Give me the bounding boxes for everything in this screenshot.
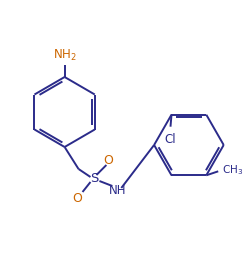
Text: O: O [73,191,82,205]
Text: CH$_3$: CH$_3$ [222,163,244,177]
Text: NH$_2$: NH$_2$ [53,48,76,63]
Text: S: S [90,172,99,186]
Text: NH: NH [109,183,126,197]
Text: Cl: Cl [165,133,176,146]
Text: O: O [103,153,113,167]
